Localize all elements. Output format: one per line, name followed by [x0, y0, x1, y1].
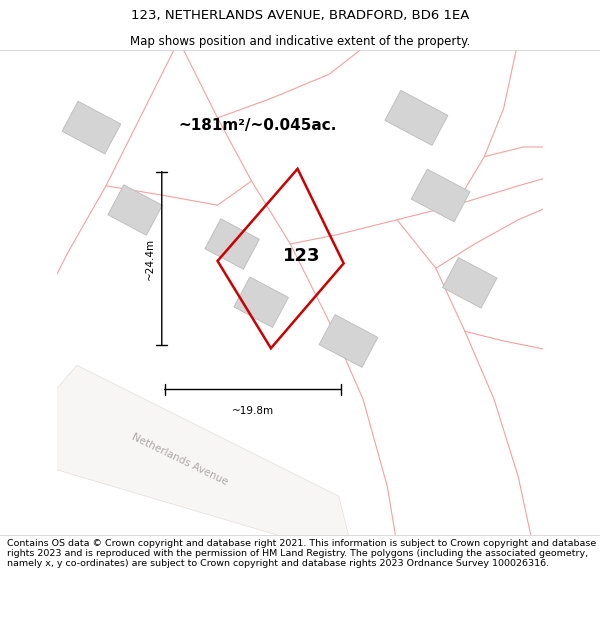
- Text: ~181m²/~0.045ac.: ~181m²/~0.045ac.: [179, 118, 337, 132]
- Text: Contains OS data © Crown copyright and database right 2021. This information is : Contains OS data © Crown copyright and d…: [7, 539, 596, 568]
- Polygon shape: [443, 258, 497, 308]
- Text: ~24.4m: ~24.4m: [145, 238, 155, 279]
- Polygon shape: [205, 219, 259, 269]
- Polygon shape: [234, 277, 289, 328]
- Polygon shape: [385, 91, 448, 146]
- Polygon shape: [411, 169, 470, 222]
- Polygon shape: [108, 185, 163, 235]
- Text: Netherlands Avenue: Netherlands Avenue: [130, 432, 230, 488]
- Text: ~19.8m: ~19.8m: [232, 406, 274, 416]
- Text: 123, NETHERLANDS AVENUE, BRADFORD, BD6 1EA: 123, NETHERLANDS AVENUE, BRADFORD, BD6 1…: [131, 9, 469, 22]
- Text: 123: 123: [283, 246, 320, 264]
- Polygon shape: [62, 101, 121, 154]
- Text: Map shows position and indicative extent of the property.: Map shows position and indicative extent…: [130, 35, 470, 48]
- Polygon shape: [319, 314, 378, 368]
- Polygon shape: [48, 365, 349, 545]
